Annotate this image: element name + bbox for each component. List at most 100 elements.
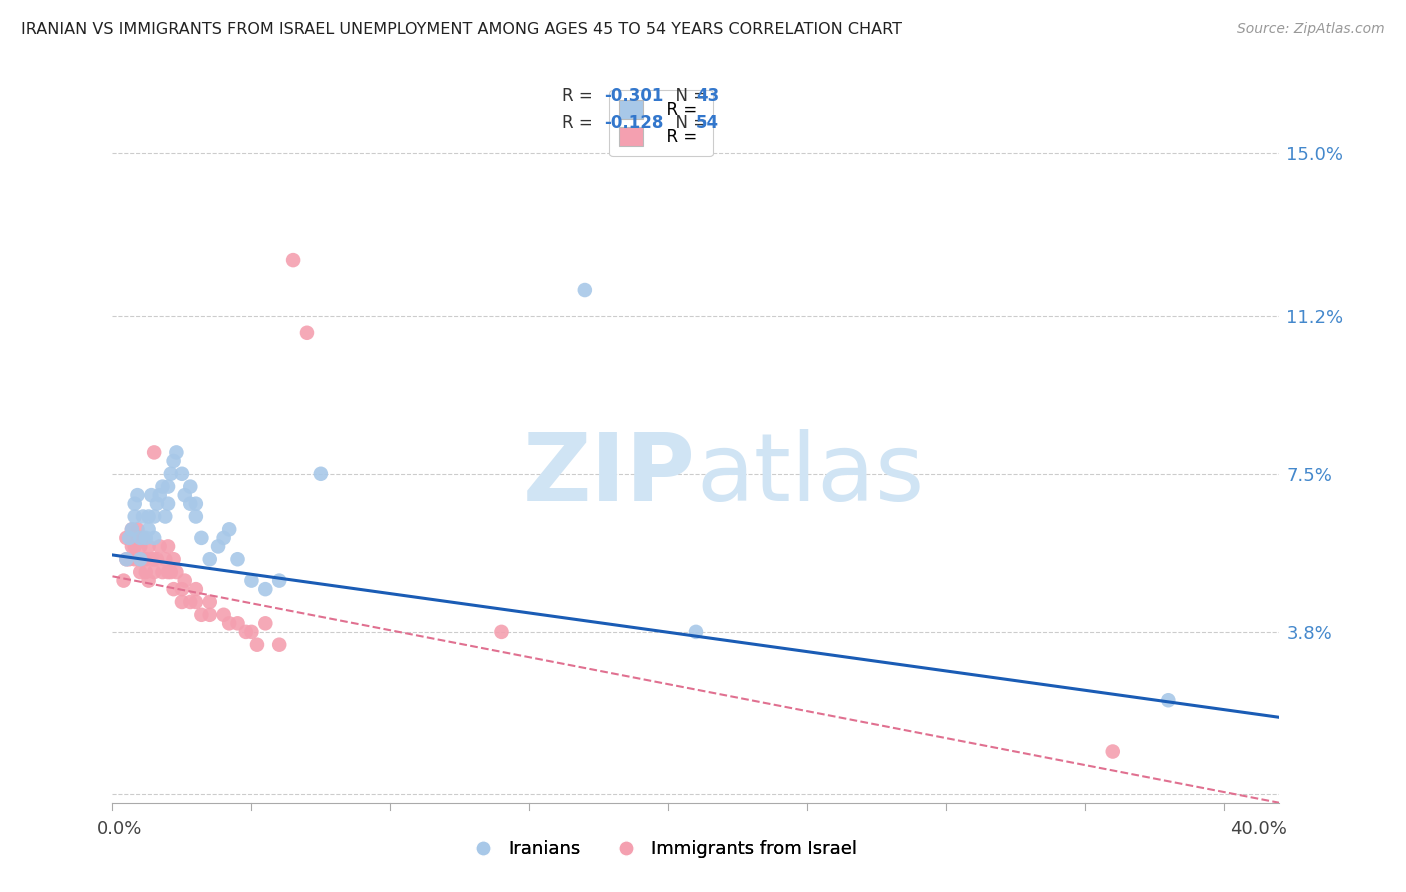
Point — [124, 552, 146, 566]
Point — [165, 565, 187, 579]
Point — [179, 480, 201, 494]
Point — [127, 522, 149, 536]
Point — [198, 607, 221, 622]
Point — [152, 480, 174, 494]
Text: R =: R = — [562, 87, 599, 105]
Point — [127, 531, 149, 545]
Point — [184, 595, 207, 609]
Point — [149, 488, 172, 502]
Text: N =: N = — [665, 114, 713, 132]
Point — [127, 488, 149, 502]
Point — [235, 624, 257, 639]
Point — [141, 488, 163, 502]
Point — [184, 509, 207, 524]
Point — [129, 552, 152, 566]
Point — [160, 467, 183, 481]
Point — [157, 565, 180, 579]
Point — [173, 574, 195, 588]
Point — [162, 582, 184, 596]
Point — [162, 552, 184, 566]
Point — [143, 552, 166, 566]
Point — [132, 509, 155, 524]
Text: 40.0%: 40.0% — [1230, 820, 1286, 838]
Point — [132, 531, 155, 545]
Point — [309, 467, 332, 481]
Point — [143, 509, 166, 524]
Point — [173, 488, 195, 502]
Point — [143, 445, 166, 459]
Point — [170, 467, 193, 481]
Point — [141, 552, 163, 566]
Point — [218, 616, 240, 631]
Text: 54: 54 — [696, 114, 718, 132]
Point — [129, 531, 152, 545]
Point — [160, 565, 183, 579]
Point — [212, 607, 235, 622]
Point — [226, 552, 249, 566]
Point — [157, 480, 180, 494]
Point — [179, 497, 201, 511]
Point — [129, 540, 152, 554]
Point — [254, 616, 277, 631]
Point — [121, 522, 143, 536]
Text: -0.301: -0.301 — [605, 87, 664, 105]
Point — [240, 574, 263, 588]
Text: 43: 43 — [696, 87, 720, 105]
Text: R =: R = — [562, 114, 599, 132]
Point — [198, 552, 221, 566]
Point — [132, 552, 155, 566]
Point — [143, 565, 166, 579]
Point — [146, 552, 169, 566]
Point — [129, 565, 152, 579]
Point — [118, 531, 141, 545]
Point — [115, 552, 138, 566]
Point — [121, 522, 143, 536]
Point — [124, 509, 146, 524]
Point — [143, 531, 166, 545]
Point — [157, 497, 180, 511]
Point — [118, 552, 141, 566]
Point — [152, 565, 174, 579]
Point — [157, 540, 180, 554]
Point — [170, 595, 193, 609]
Point — [218, 522, 240, 536]
Point — [155, 509, 177, 524]
Point — [254, 582, 277, 596]
Point — [1101, 745, 1123, 759]
Point — [179, 595, 201, 609]
Point — [138, 540, 160, 554]
Point — [212, 531, 235, 545]
Point — [138, 509, 160, 524]
Point — [138, 574, 160, 588]
Point — [129, 552, 152, 566]
Point — [190, 607, 212, 622]
Text: Source: ZipAtlas.com: Source: ZipAtlas.com — [1237, 22, 1385, 37]
Point — [240, 624, 263, 639]
Point — [295, 326, 318, 340]
Point — [121, 540, 143, 554]
Text: ZIP: ZIP — [523, 428, 696, 521]
Point — [138, 522, 160, 536]
Text: atlas: atlas — [696, 428, 924, 521]
Point — [184, 582, 207, 596]
Point — [491, 624, 513, 639]
Point — [198, 595, 221, 609]
Text: N =: N = — [665, 87, 713, 105]
Point — [115, 531, 138, 545]
Point — [269, 638, 291, 652]
Point — [1157, 693, 1180, 707]
Point — [162, 454, 184, 468]
Point — [112, 574, 135, 588]
Point — [685, 624, 707, 639]
Point — [246, 638, 269, 652]
Point — [207, 540, 229, 554]
Point — [165, 445, 187, 459]
Point — [269, 574, 291, 588]
Point — [124, 540, 146, 554]
Point — [135, 531, 157, 545]
Point — [281, 253, 304, 268]
Point — [115, 552, 138, 566]
Point — [170, 582, 193, 596]
Point — [124, 497, 146, 511]
Text: IRANIAN VS IMMIGRANTS FROM ISRAEL UNEMPLOYMENT AMONG AGES 45 TO 54 YEARS CORRELA: IRANIAN VS IMMIGRANTS FROM ISRAEL UNEMPL… — [21, 22, 903, 37]
